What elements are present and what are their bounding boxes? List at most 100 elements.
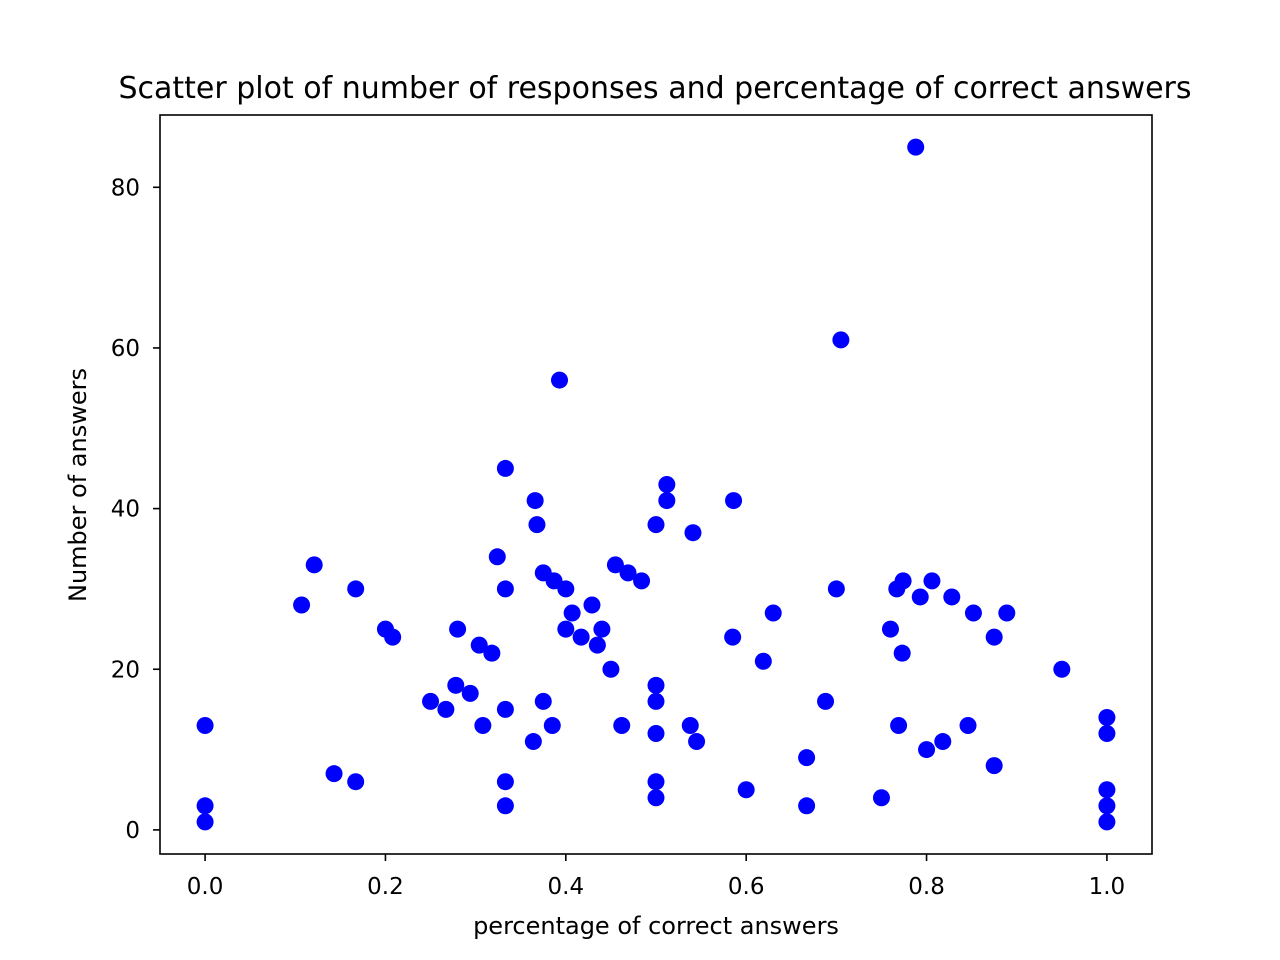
data-point — [647, 789, 665, 807]
data-point — [688, 733, 706, 751]
x-tick-label: 0.0 — [187, 874, 224, 900]
data-point — [647, 516, 665, 534]
data-point — [196, 813, 214, 831]
data-point — [647, 773, 665, 791]
data-point — [724, 628, 742, 646]
data-point — [1053, 660, 1071, 678]
data-point — [658, 492, 676, 510]
x-tick-label: 1.0 — [1089, 874, 1126, 900]
data-point — [534, 692, 552, 710]
data-point — [524, 733, 542, 751]
data-point — [894, 572, 912, 590]
data-point — [959, 716, 977, 734]
chart-title: Scatter plot of number of responses and … — [118, 71, 1191, 106]
data-point — [572, 628, 590, 646]
data-point — [737, 781, 755, 799]
data-point — [496, 797, 514, 815]
data-point — [461, 684, 479, 702]
data-point — [1098, 725, 1116, 743]
data-point — [1098, 708, 1116, 726]
data-point — [893, 644, 911, 662]
data-point — [602, 660, 620, 678]
data-point — [606, 556, 624, 574]
data-point — [1098, 813, 1116, 831]
data-point — [196, 716, 214, 734]
data-point — [483, 644, 501, 662]
data-point — [872, 789, 890, 807]
data-point — [305, 556, 323, 574]
y-tick-label: 40 — [111, 497, 140, 523]
data-point — [827, 580, 845, 598]
data-point — [911, 588, 929, 606]
data-point — [470, 636, 488, 654]
data-point — [647, 676, 665, 694]
data-point — [449, 620, 467, 638]
data-point — [658, 476, 676, 493]
points-layer — [196, 138, 1116, 831]
data-point — [681, 716, 699, 734]
data-point — [488, 548, 506, 566]
x-tick-label: 0.4 — [548, 874, 585, 900]
data-point — [832, 331, 850, 349]
data-point — [526, 492, 544, 510]
y-tick-label: 0 — [125, 818, 140, 844]
y-tick-label: 60 — [111, 336, 140, 362]
data-point — [588, 636, 606, 654]
x-axis-label: percentage of correct answers — [473, 912, 839, 940]
data-point — [422, 692, 440, 710]
data-point — [923, 572, 941, 590]
data-point — [964, 604, 982, 622]
data-point — [347, 580, 365, 598]
data-point — [998, 604, 1016, 622]
data-point — [934, 733, 952, 751]
data-point — [593, 620, 611, 638]
x-tick-label: 0.6 — [728, 874, 765, 900]
data-point — [563, 604, 581, 622]
data-point — [817, 692, 835, 710]
data-point — [447, 676, 465, 694]
data-point — [890, 716, 908, 734]
x-tick-label: 0.8 — [908, 874, 945, 900]
data-point — [1098, 797, 1116, 815]
data-point — [496, 773, 514, 791]
data-point — [474, 716, 492, 734]
data-point — [551, 371, 569, 389]
plot-frame — [159, 114, 1153, 855]
data-point — [557, 620, 575, 638]
data-point — [798, 797, 816, 815]
data-point — [764, 604, 782, 622]
data-point — [647, 692, 665, 710]
data-point — [725, 492, 743, 510]
y-tick-label: 20 — [111, 657, 140, 683]
data-point — [1098, 781, 1116, 799]
data-point — [496, 700, 514, 718]
data-point — [985, 757, 1003, 775]
data-point — [496, 459, 514, 477]
data-point — [196, 797, 214, 815]
data-point — [619, 564, 637, 582]
data-point — [325, 765, 343, 783]
y-axis-label: Number of answers — [64, 368, 92, 602]
x-tick-label: 0.2 — [367, 874, 404, 900]
data-point — [613, 716, 631, 734]
y-tick-label: 80 — [111, 175, 140, 201]
data-point — [633, 572, 651, 590]
data-point — [347, 773, 365, 791]
data-point — [557, 580, 575, 598]
data-point — [943, 588, 961, 606]
data-point — [437, 700, 455, 718]
data-point — [528, 516, 546, 534]
data-point — [798, 749, 816, 767]
data-point — [543, 716, 561, 734]
axis-ticks: 0.0 0.2 0.4 0.6 0.8 1.0 0 20 40 60 80 — [111, 175, 1125, 900]
data-point — [881, 620, 899, 638]
data-point — [293, 596, 311, 614]
data-point — [918, 741, 936, 759]
data-point — [985, 628, 1003, 646]
data-point — [907, 138, 925, 156]
data-point — [384, 628, 402, 646]
data-point — [583, 596, 601, 614]
data-point — [754, 652, 772, 670]
data-point — [647, 725, 665, 743]
